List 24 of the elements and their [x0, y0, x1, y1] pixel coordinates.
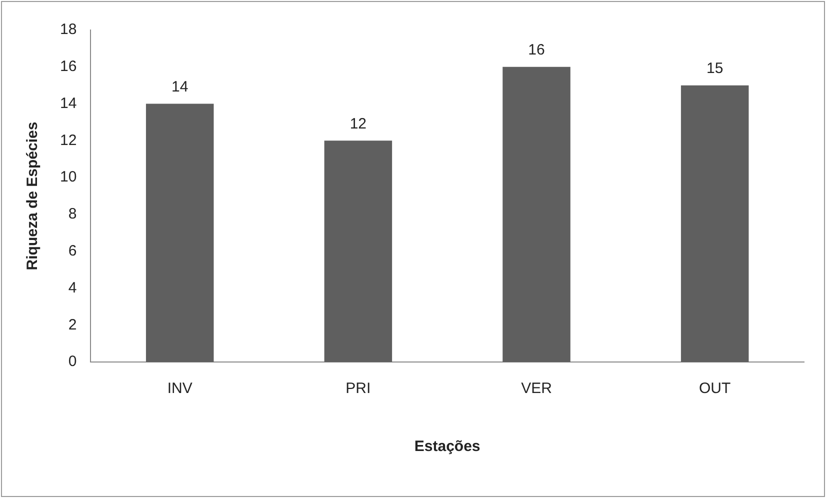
data-label: 15	[706, 60, 724, 77]
bar	[324, 140, 392, 362]
bar	[146, 104, 214, 362]
x-tick-label: VER	[521, 380, 552, 398]
y-tick-label: 10	[60, 168, 77, 186]
y-tick-label: 18	[60, 21, 77, 38]
data-label: 14	[172, 78, 188, 96]
y-tick-label: 14	[60, 94, 77, 112]
x-tick-label: INV	[167, 380, 192, 398]
data-label: 16	[528, 42, 545, 59]
data-label: 12	[350, 115, 367, 132]
x-tick-label: PRI	[346, 380, 371, 398]
bar	[680, 85, 749, 362]
y-tick-label: 12	[60, 132, 77, 149]
y-tick-label: 0	[68, 353, 77, 370]
y-tick-label: 6	[68, 242, 77, 260]
x-axis-title: Estações	[414, 438, 480, 456]
y-tick-label: 8	[68, 206, 77, 223]
y-tick-label: 2	[68, 316, 77, 334]
x-tick-label: OUT	[699, 380, 731, 398]
y-tick-label: 16	[60, 58, 77, 76]
y-tick-label: 4	[68, 279, 77, 296]
bar	[502, 66, 570, 362]
y-axis-title: Riqueza de Espécies	[24, 122, 42, 270]
